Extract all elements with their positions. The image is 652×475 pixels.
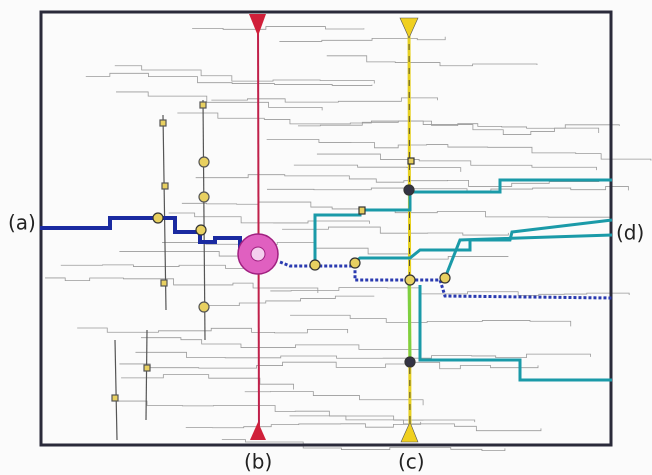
gray-trace (185, 421, 422, 429)
hub (237, 233, 279, 275)
gray-trace (266, 139, 652, 161)
gray-trace (211, 97, 438, 103)
gray-trace (289, 415, 542, 432)
gray-trace (192, 26, 365, 30)
gray-trace (45, 277, 319, 294)
gray-trace (113, 400, 476, 423)
gray-trace (316, 153, 597, 171)
gray-trace (290, 314, 572, 327)
gray-trace (297, 120, 620, 129)
label-d: (d) (616, 221, 644, 245)
gray-trace (114, 65, 375, 84)
teal-traces (313, 178, 613, 382)
nodes (152, 157, 451, 368)
gray-trace (279, 36, 446, 42)
gray-trace (244, 391, 424, 406)
blue-trace (40, 216, 613, 300)
gray-trace (121, 374, 294, 390)
gray-trace (140, 337, 422, 350)
gray-trace (270, 287, 630, 296)
gray-trace (119, 361, 539, 370)
gray-trace (326, 55, 538, 67)
gray-trace (282, 226, 509, 236)
label-c: (c) (398, 450, 425, 474)
red-probe (249, 14, 266, 440)
gray-trace (203, 295, 375, 307)
label-b: (b) (244, 450, 272, 474)
gray-trace (77, 327, 349, 334)
gray-trace (85, 72, 373, 86)
gray-trace (293, 164, 462, 172)
label-a: (a) (8, 211, 36, 235)
gray-trace (60, 264, 268, 269)
gray-trace (168, 212, 370, 224)
gray-trace (135, 351, 591, 359)
gray-trace (195, 174, 600, 187)
yellow-probe (399, 17, 419, 443)
gray-trace (116, 91, 323, 111)
gray-trace (221, 439, 506, 452)
gray-probes (111, 99, 210, 441)
